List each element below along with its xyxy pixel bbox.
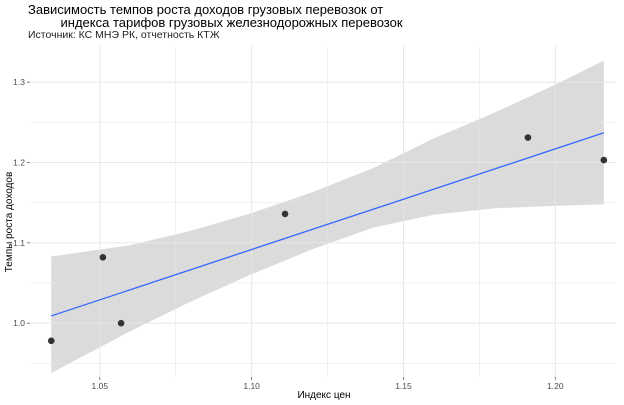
x-tick-label: 1.20 bbox=[547, 381, 564, 391]
y-tick-label: 1.3 bbox=[13, 77, 25, 87]
data-point bbox=[117, 319, 125, 327]
regression-line bbox=[51, 132, 605, 317]
data-point bbox=[524, 134, 532, 141]
y-tick-label: 1.0 bbox=[13, 318, 25, 328]
x-axis-title: Индекс цен bbox=[297, 390, 350, 401]
data-point bbox=[281, 210, 289, 218]
chart-title: Зависимость темпов роста доходов грузовы… bbox=[28, 2, 403, 30]
y-tick-label: 1.1 bbox=[13, 238, 25, 248]
y-tick-label: 1.2 bbox=[13, 157, 25, 167]
data-point bbox=[47, 337, 55, 345]
x-tick-label: 1.15 bbox=[395, 381, 412, 391]
x-tick-label: 1.05 bbox=[92, 381, 109, 391]
chart-subtitle: Источник: КС МНЭ РК, отчетность КТЖ bbox=[28, 29, 220, 41]
data-point bbox=[600, 156, 608, 164]
y-axis-title: Темпы роста доходов bbox=[4, 172, 15, 273]
x-tick-label: 1.10 bbox=[243, 381, 260, 391]
data-point bbox=[99, 253, 107, 261]
